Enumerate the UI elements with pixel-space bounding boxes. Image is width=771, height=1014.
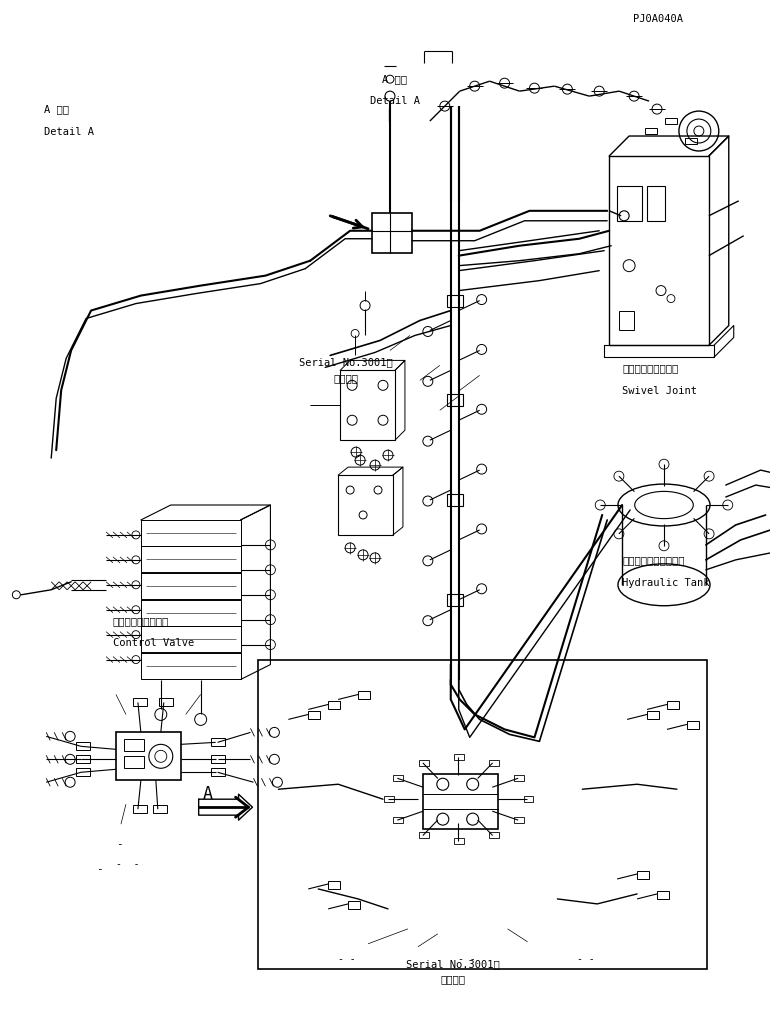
Text: Hydraulic Tank: Hydraulic Tank — [622, 578, 709, 588]
Bar — [637, 871, 649, 879]
Bar — [338, 476, 393, 535]
Bar — [419, 759, 429, 766]
Text: -: - — [116, 840, 123, 849]
Text: 通用号機: 通用号機 — [440, 974, 466, 985]
Bar — [524, 796, 534, 802]
Text: 通用号機: 通用号機 — [333, 373, 358, 383]
Text: ハイドロリックタンク: ハイドロリックタンク — [622, 556, 685, 566]
Bar — [645, 128, 657, 134]
Text: A 詳細: A 詳細 — [44, 104, 69, 115]
Bar — [647, 186, 665, 221]
Bar — [328, 881, 340, 889]
Bar — [687, 721, 699, 729]
Bar — [446, 594, 463, 605]
Bar — [393, 817, 403, 823]
Bar — [685, 138, 697, 144]
Bar — [419, 832, 429, 839]
Bar — [489, 759, 499, 766]
Bar — [617, 186, 642, 221]
Text: - -: - - — [577, 954, 595, 963]
Text: Control Valve: Control Valve — [113, 639, 194, 649]
Bar — [76, 769, 90, 777]
Text: Detail A: Detail A — [44, 127, 93, 137]
Bar — [308, 712, 320, 719]
Bar — [340, 370, 395, 440]
Text: コントロールバルブ: コントロールバルブ — [113, 617, 169, 627]
Bar — [159, 699, 173, 707]
Bar — [647, 712, 659, 719]
Bar — [124, 739, 144, 751]
Text: A 詳細: A 詳細 — [382, 74, 407, 84]
Bar — [514, 776, 524, 781]
Bar — [358, 692, 370, 700]
Bar — [153, 805, 167, 813]
Bar — [328, 702, 340, 710]
Bar — [133, 805, 146, 813]
Bar — [619, 310, 634, 331]
Bar — [210, 755, 224, 764]
Text: Serial No.3001～: Serial No.3001～ — [298, 357, 392, 367]
Bar — [210, 738, 224, 746]
Bar — [423, 775, 497, 829]
Bar — [446, 295, 463, 306]
Text: スイベルジョイント: スイベルジョイント — [622, 363, 678, 373]
Bar — [372, 213, 412, 252]
Text: │: │ — [385, 110, 392, 122]
Text: -: - — [96, 864, 103, 874]
Bar — [133, 699, 146, 707]
Bar — [454, 839, 463, 844]
Bar — [667, 702, 679, 710]
Bar — [489, 832, 499, 839]
Bar — [657, 891, 669, 899]
Bar — [665, 118, 677, 124]
Bar — [258, 659, 707, 968]
Text: -  -: - - — [116, 859, 140, 869]
Text: Detail A: Detail A — [370, 96, 419, 106]
Bar — [124, 756, 144, 769]
Bar — [76, 742, 90, 750]
Text: Swivel Joint: Swivel Joint — [622, 385, 697, 395]
Text: - -: - - — [458, 954, 476, 963]
Bar — [384, 796, 394, 802]
Bar — [210, 769, 224, 777]
Bar — [76, 755, 90, 764]
Text: A: A — [203, 785, 213, 803]
Text: - -: - - — [338, 954, 355, 963]
Bar — [446, 394, 463, 407]
Bar — [514, 817, 524, 823]
Bar — [116, 732, 180, 780]
Bar — [454, 754, 463, 760]
Text: Serial No.3001～: Serial No.3001～ — [406, 959, 500, 969]
Bar — [348, 900, 360, 909]
Bar — [446, 494, 463, 506]
Bar — [393, 776, 403, 781]
Text: PJ0A040A: PJ0A040A — [633, 13, 683, 23]
